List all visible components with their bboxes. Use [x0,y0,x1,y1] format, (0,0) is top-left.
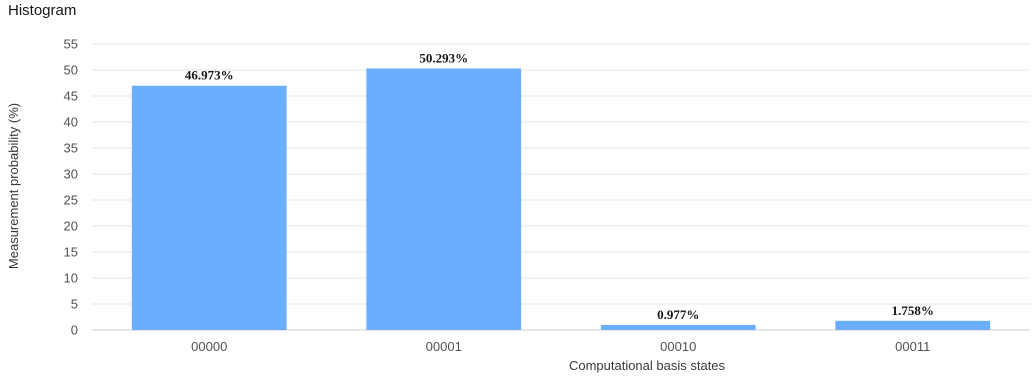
x-axis-title: Computational basis states [569,358,726,373]
x-tick-labels: 00000 00001 00010 00011 [191,339,930,354]
y-tick-label: 30 [64,167,78,182]
x-tick-label: 00001 [426,339,462,354]
grid-lines [92,43,1030,331]
y-tick-labels: 0 5 10 15 20 25 30 35 40 45 50 55 [64,37,78,338]
data-label: 1.758% [892,303,934,318]
bar [366,68,522,330]
y-tick-label: 25 [64,193,78,208]
data-labels: 46.973% 50.293% 0.977% 1.758% [185,50,934,321]
y-tick-label: 40 [64,115,78,130]
bar [131,85,287,330]
y-tick-label: 10 [64,271,78,286]
data-label: 50.293% [419,50,468,65]
x-tick-label: 00010 [660,339,696,354]
data-label: 0.977% [657,307,699,322]
bar [600,324,756,330]
data-label: 46.973% [185,68,234,83]
bars [131,68,991,330]
y-axis-title: Measurement probability (%) [6,103,21,269]
y-tick-label: 50 [64,63,78,78]
y-tick-label: 45 [64,89,78,104]
y-tick-label: 20 [64,219,78,234]
x-tick-label: 00000 [191,339,227,354]
y-tick-label: 15 [64,245,78,260]
y-tick-label: 55 [64,37,78,52]
x-tick-label: 00011 [895,339,930,354]
y-tick-label: 5 [71,297,78,312]
bar [835,320,991,330]
y-tick-label: 0 [71,323,78,338]
chart-title: Histogram [8,2,77,19]
y-tick-label: 35 [64,141,78,156]
